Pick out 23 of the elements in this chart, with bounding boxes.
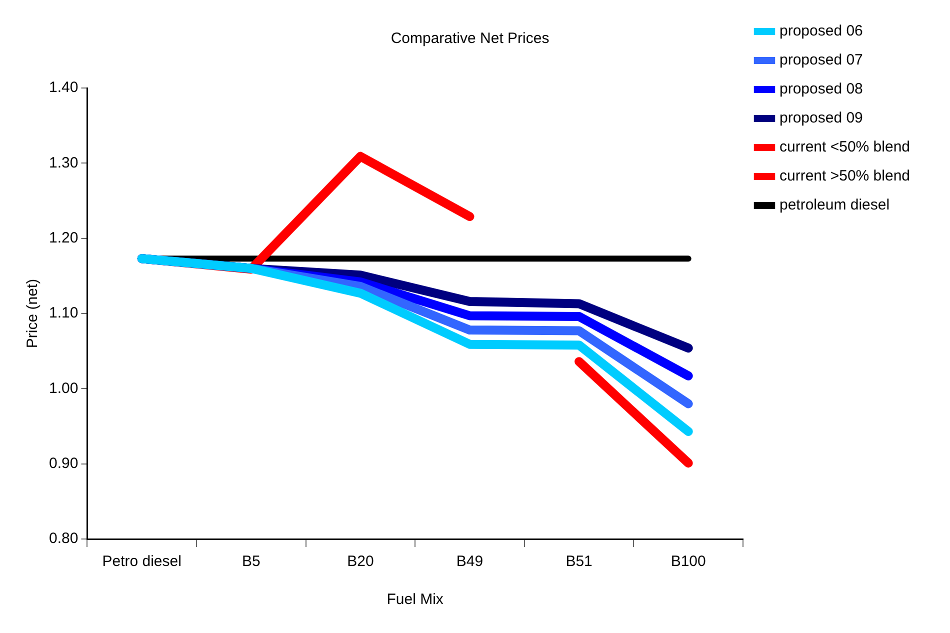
legend-label: current <50% blend <box>779 138 910 156</box>
legend-label: proposed 06 <box>779 22 863 40</box>
y-tick-label: 0.90 <box>48 454 78 472</box>
x-tick-label: B5 <box>242 553 260 570</box>
y-tick-label: 1.30 <box>48 154 78 172</box>
legend-label: petroleum diesel <box>779 196 890 214</box>
y-tick-label: 1.00 <box>48 380 78 397</box>
x-tick-label: B20 <box>347 553 374 570</box>
legend-label: current >50% blend <box>779 168 910 185</box>
y-tick-label: 1.10 <box>48 304 78 322</box>
y-tick-label: 0.80 <box>48 530 78 548</box>
legend-label: proposed 08 <box>779 80 863 98</box>
y-tick-label: 1.40 <box>48 79 78 96</box>
y-tick-label: 1.20 <box>48 229 78 246</box>
x-tick-label: B49 <box>456 553 484 570</box>
y-axis-title: Price (net) <box>24 278 42 348</box>
legend-label: proposed 07 <box>779 52 863 69</box>
chart-title: Comparative Net Prices <box>390 30 550 48</box>
x-axis-title: Fuel Mix <box>386 591 444 608</box>
x-tick-label: B51 <box>566 553 592 570</box>
x-tick-label: B100 <box>670 553 706 570</box>
legend-label: proposed 09 <box>779 110 863 127</box>
x-tick-label: Petro diesel <box>102 553 182 570</box>
